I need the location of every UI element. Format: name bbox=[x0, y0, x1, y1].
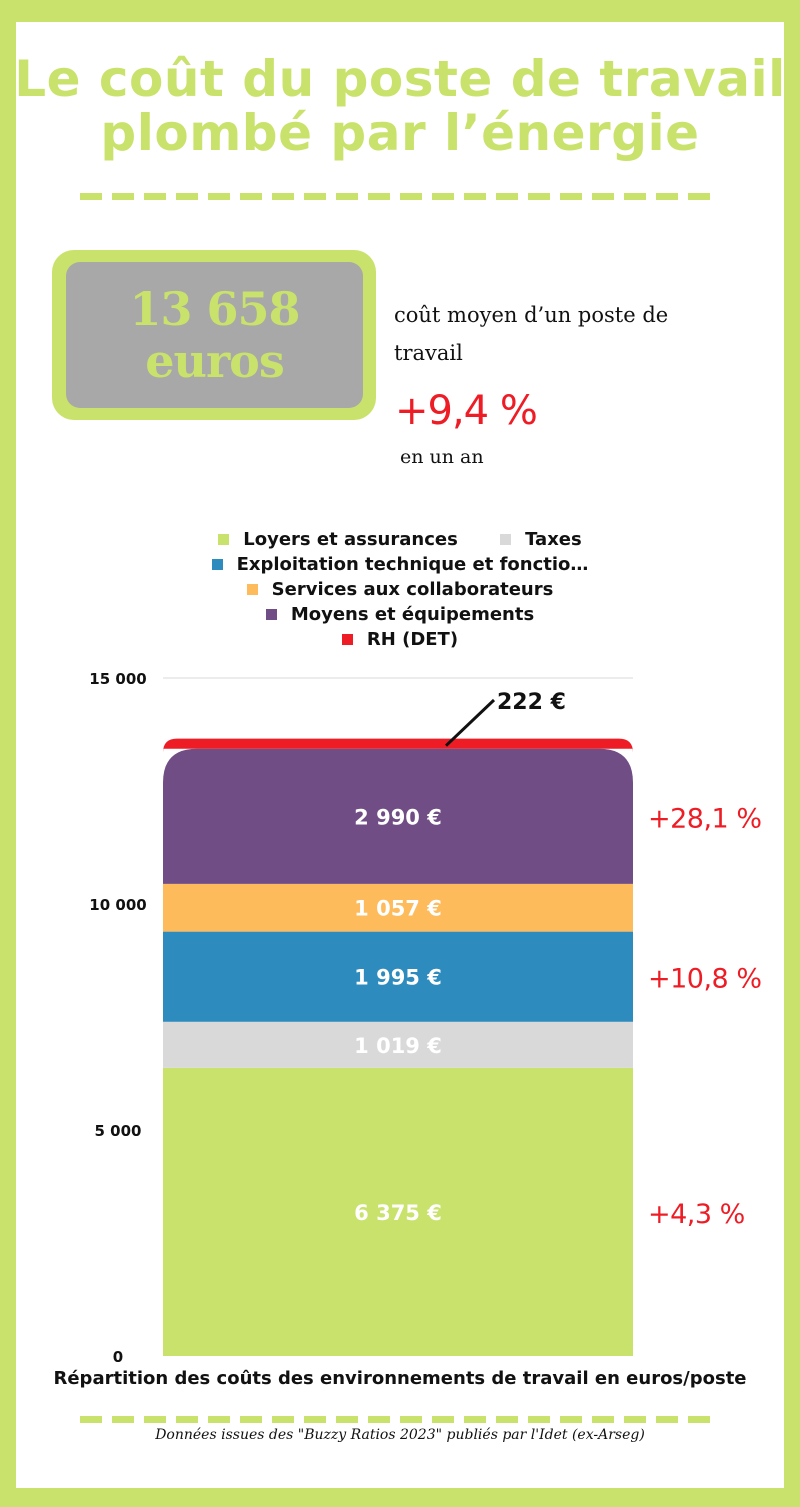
change-label-moyens-et-quipements: +28,1 % bbox=[648, 803, 761, 834]
title-line-1: Le coût du poste de travail bbox=[14, 50, 786, 108]
headline-value: 13 658 bbox=[129, 282, 300, 336]
chart-xlabel: Répartition des coûts des environnements… bbox=[53, 1368, 747, 1389]
stacked-bar-chart: 0 5 000 10 000 15 000 6 375 € +4,3 % 1 019 € 1 … bbox=[89, 670, 762, 1366]
legend-row-1: Loyers et assurances Taxes bbox=[0, 529, 800, 550]
bar-segment-moyens-et-quipements bbox=[163, 748, 633, 884]
bar-segment-rh-det bbox=[163, 738, 633, 753]
bottom-dashed-divider bbox=[80, 1416, 720, 1423]
legend-item-services: Services aux collaborateurs bbox=[246, 579, 554, 600]
data-label-exploitation-technique-et-fonctio: 1 995 € bbox=[354, 966, 442, 990]
y-tick-label: 10 000 bbox=[89, 896, 146, 914]
bar-segment-exploitation-technique-et-fonctio bbox=[163, 931, 633, 1022]
bar-segment-loyers-et-assurances bbox=[163, 1067, 633, 1356]
legend-row-4: Moyens et équipements bbox=[0, 604, 800, 625]
legend-row-5: RH (DET) bbox=[0, 629, 800, 650]
legend-label-services: Services aux collaborateurs bbox=[271, 579, 554, 600]
legend-item-taxes: Taxes bbox=[500, 529, 582, 550]
legend-swatch-loyers bbox=[218, 534, 230, 545]
legend-item-exploitation: Exploitation technique et fonctio… bbox=[211, 554, 589, 575]
headline-unit: euros bbox=[145, 334, 285, 388]
bar-segment-services-aux-collaborateurs bbox=[163, 883, 633, 932]
legend-swatch-moyens bbox=[265, 609, 277, 620]
data-label-taxes: 1 019 € bbox=[354, 1034, 442, 1058]
page-title: Le coût du poste de travail plombé par l… bbox=[0, 52, 800, 160]
change-label-loyers-et-assurances: +4,3 % bbox=[648, 1199, 745, 1230]
top-dashed-divider bbox=[80, 193, 720, 200]
legend-label-loyers: Loyers et assurances bbox=[243, 529, 458, 550]
headline-period: en un an bbox=[400, 446, 484, 468]
data-label-rh-det: 222 € bbox=[497, 690, 566, 715]
headline-value-box: 13 658 euros bbox=[66, 262, 363, 408]
legend-label-taxes: Taxes bbox=[525, 529, 582, 550]
data-label-leader-rh-det bbox=[444, 698, 496, 747]
legend-item-moyens: Moyens et équipements bbox=[265, 604, 535, 625]
legend-swatch-rh bbox=[341, 634, 353, 645]
data-label-services-aux-collaborateurs: 1 057 € bbox=[354, 897, 442, 921]
source-footer: Données issues des "Buzzy Ratios 2023" p… bbox=[155, 1427, 645, 1443]
change-label-exploitation-technique-et-fonctio: +10,8 % bbox=[648, 964, 761, 995]
headline-description: coût moyen d’un poste de travail bbox=[394, 303, 669, 365]
legend-label-exploitation: Exploitation technique et fonctio… bbox=[236, 554, 589, 575]
y-tick-label: 15 000 bbox=[89, 670, 146, 688]
legend-label-moyens: Moyens et équipements bbox=[290, 604, 535, 625]
legend-row-2: Exploitation technique et fonctio… bbox=[0, 554, 800, 575]
legend-row-3: Services aux collaborateurs bbox=[0, 579, 800, 600]
y-tick-label: 5 000 bbox=[95, 1122, 142, 1140]
bar-segment-taxes bbox=[163, 1021, 633, 1068]
legend-swatch-exploitation bbox=[211, 559, 223, 570]
legend-label-rh: RH (DET) bbox=[366, 629, 459, 650]
data-label-moyens-et-quipements: 2 990 € bbox=[354, 805, 442, 829]
legend-item-rh: RH (DET) bbox=[341, 629, 459, 650]
data-label-loyers-et-assurances: 6 375 € bbox=[354, 1201, 442, 1225]
legend-swatch-taxes bbox=[500, 534, 512, 545]
title-line-2: plombé par l’énergie bbox=[100, 104, 700, 162]
headline-change: +9,4 % bbox=[395, 388, 538, 434]
legend-item-loyers: Loyers et assurances bbox=[218, 529, 458, 550]
legend-swatch-services bbox=[246, 584, 258, 595]
y-tick-label: 0 bbox=[113, 1348, 123, 1366]
